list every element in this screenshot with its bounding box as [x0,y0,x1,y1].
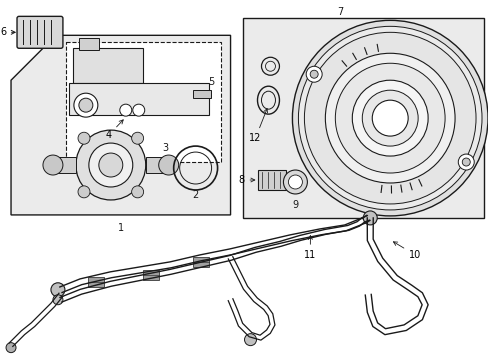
Text: 5: 5 [208,77,214,87]
Polygon shape [11,35,230,215]
Bar [142,270,159,280]
Bar [192,90,210,98]
Circle shape [51,283,65,297]
Circle shape [362,90,417,146]
Circle shape [288,175,302,189]
Bar [192,257,208,267]
FancyBboxPatch shape [17,16,63,48]
Bar [258,170,286,190]
Circle shape [335,63,444,173]
Bar [88,277,103,287]
Text: 4: 4 [105,120,123,140]
Text: 3: 3 [163,143,168,153]
Circle shape [298,26,481,210]
Circle shape [53,295,63,305]
Circle shape [159,155,178,175]
Text: 8: 8 [238,175,254,185]
Bar [69,83,208,115]
Circle shape [244,334,256,346]
Bar [242,18,483,218]
Circle shape [304,32,475,204]
Circle shape [305,66,322,82]
Circle shape [79,98,93,112]
Bar [145,157,165,173]
Circle shape [371,100,407,136]
Circle shape [78,186,90,198]
Circle shape [120,104,131,116]
Circle shape [292,21,487,216]
Circle shape [6,343,16,353]
Circle shape [89,143,133,187]
Text: 6: 6 [0,27,15,37]
Bar [56,157,76,173]
Bar [79,38,99,50]
Circle shape [43,155,63,175]
Text: 9: 9 [292,200,298,210]
Text: 7: 7 [337,7,343,17]
Circle shape [99,153,122,177]
Circle shape [76,130,145,200]
Circle shape [325,53,454,183]
Circle shape [351,80,427,156]
Circle shape [74,93,98,117]
Circle shape [283,170,307,194]
Bar [66,42,220,162]
Circle shape [131,132,143,144]
Circle shape [131,186,143,198]
Circle shape [133,104,144,116]
Text: 11: 11 [304,235,316,260]
Text: 2: 2 [192,190,198,200]
Circle shape [309,70,318,78]
Circle shape [457,154,473,170]
Text: 10: 10 [392,242,421,260]
Text: 12: 12 [249,109,267,143]
Text: 1: 1 [118,223,123,233]
Circle shape [461,158,469,166]
Circle shape [78,132,90,144]
Bar [73,48,142,83]
Circle shape [363,211,376,225]
